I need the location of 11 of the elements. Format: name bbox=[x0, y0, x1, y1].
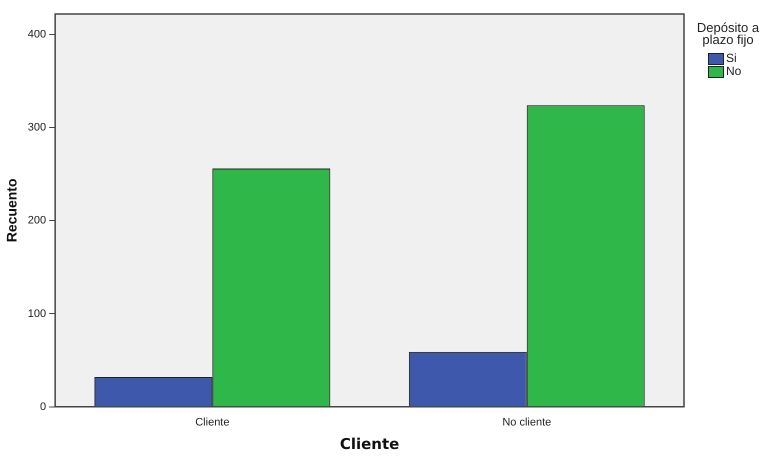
legend-label: Si bbox=[726, 51, 737, 65]
x-tick-label: No cliente bbox=[502, 416, 552, 428]
x-axis-title: Cliente bbox=[340, 434, 400, 453]
legend-title: Depósito a plazo fijo bbox=[696, 20, 760, 47]
y-axis-title: Recuento bbox=[3, 178, 20, 242]
y-tick-label: 400 bbox=[28, 28, 46, 41]
y-tick-label: 300 bbox=[28, 122, 46, 134]
y-tick-label: 100 bbox=[28, 308, 46, 320]
legend-label: No bbox=[726, 64, 742, 78]
y-tick-label: 0 bbox=[40, 400, 46, 413]
y-tick-label: 200 bbox=[28, 214, 46, 227]
